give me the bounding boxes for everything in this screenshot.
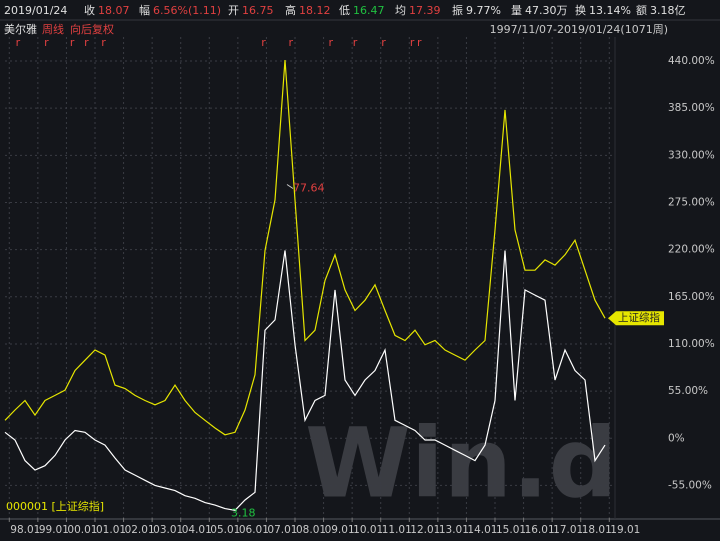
header-value: 16.75 <box>242 4 274 17</box>
x-tick-label: 09.01 <box>325 524 355 536</box>
header-label: 换 <box>575 3 586 17</box>
header-date: 2019/01/24 <box>4 4 67 17</box>
series-line <box>4 60 606 436</box>
y-tick-label: 330.00% <box>668 149 715 161</box>
event-marker: r <box>410 36 415 49</box>
x-tick-label: 05.01 <box>210 524 240 536</box>
series-line <box>4 250 606 511</box>
x-tick-label: 16.01 <box>525 524 555 536</box>
series-tag-label: 上证综指 <box>618 311 660 324</box>
header-label: 均 <box>395 4 406 17</box>
annotation-leader <box>286 184 294 189</box>
x-tick-label: 19.01 <box>610 524 640 536</box>
y-tick-label: -55.00% <box>668 479 712 491</box>
header-label: 收 <box>84 3 95 17</box>
y-tick-label: 385.00% <box>668 102 715 114</box>
event-marker: r <box>381 36 386 49</box>
security-name: 美尔雅 <box>4 22 37 36</box>
header-label: 开 <box>228 4 239 17</box>
header-label: 额 <box>636 4 647 17</box>
x-tick-label: 17.01 <box>553 524 583 536</box>
header-label: 低 <box>339 4 350 17</box>
event-marker: r <box>84 36 89 49</box>
y-tick-label: 275.00% <box>668 196 715 208</box>
header-value: 16.47 <box>353 4 385 17</box>
event-marker: r <box>417 36 422 49</box>
event-marker: r <box>70 36 75 49</box>
header-value: 18.07 <box>98 4 130 17</box>
x-tick-label: 99.01 <box>39 524 69 536</box>
event-marker: r <box>261 36 266 49</box>
event-marker: r <box>353 36 358 49</box>
x-tick-label: 13.01 <box>439 524 469 536</box>
x-tick-label: 15.01 <box>496 524 526 536</box>
event-marker: r <box>16 36 21 49</box>
y-tick-label: 0% <box>668 432 685 444</box>
header-value: 3.18亿 <box>650 4 686 17</box>
x-tick-label: 04.01 <box>182 524 212 536</box>
event-marker: r <box>328 36 333 49</box>
y-tick-label: 165.00% <box>668 291 715 303</box>
event-marker: r <box>44 36 49 49</box>
date-range: 1997/11/07-2019/01/24(1071周) <box>490 23 668 36</box>
x-tick-label: 02.01 <box>125 524 155 536</box>
header-label: 量 <box>511 4 522 17</box>
x-tick-label: 01.01 <box>96 524 126 536</box>
x-tick-label: 12.01 <box>410 524 440 536</box>
x-tick-label: 03.01 <box>153 524 183 536</box>
x-tick-label: 07.01 <box>267 524 297 536</box>
x-tick-label: 06.01 <box>239 524 269 536</box>
event-marker: r <box>101 36 106 49</box>
header-value: 13.14% <box>589 4 631 17</box>
x-tick-label: 14.01 <box>467 524 497 536</box>
y-tick-label: 110.00% <box>668 338 715 350</box>
series-tag <box>608 311 664 326</box>
header-label: 幅 <box>139 4 150 17</box>
legend: 000001 [上证综指] <box>6 499 104 513</box>
header-value: 47.30万 <box>525 4 568 17</box>
header-value: 17.39 <box>409 4 441 17</box>
x-tick-label: 98.01 <box>10 524 40 536</box>
x-tick-label: 08.01 <box>296 524 326 536</box>
header-label: 高 <box>285 3 296 17</box>
y-tick-label: 220.00% <box>668 244 715 256</box>
header-value: 18.12 <box>299 4 331 17</box>
event-marker: r <box>288 36 293 49</box>
header-value: 9.77% <box>466 4 501 17</box>
y-tick-label: 440.00% <box>668 55 715 67</box>
y-tick-label: 55.00% <box>668 385 708 397</box>
x-tick-label: 11.01 <box>382 524 412 536</box>
adjust[interactable]: 向后复权 <box>70 22 114 36</box>
high-label: 77.64 <box>293 181 325 194</box>
x-tick-label: 10.01 <box>353 524 383 536</box>
x-tick-label: 18.01 <box>582 524 612 536</box>
low-label: 3.18 <box>231 506 256 519</box>
x-tick-label: 00.01 <box>67 524 97 536</box>
header-value: 6.56%(1.11) <box>153 4 221 17</box>
watermark: Win.d <box>305 407 617 519</box>
period[interactable]: 周线 <box>42 22 64 36</box>
header-label: 振 <box>452 3 463 17</box>
